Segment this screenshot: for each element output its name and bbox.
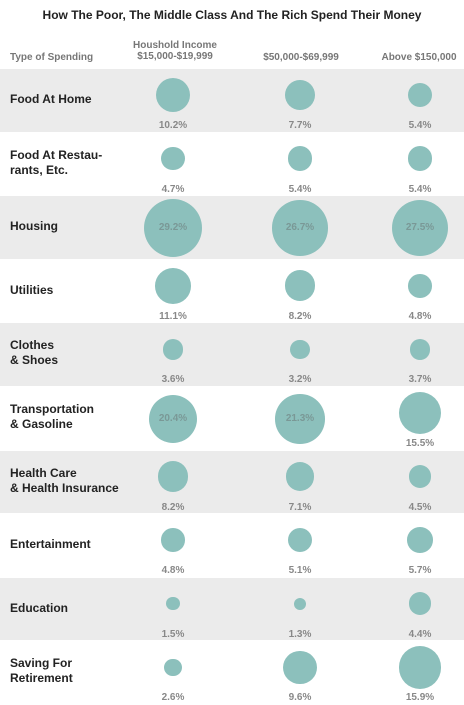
value-label: 3.7%: [408, 374, 432, 386]
category-label-transportation-gasoline: Transportation & Gasoline: [10, 401, 95, 431]
value-bubble: [408, 592, 432, 615]
table-row: Entertainment 4.8% 5.1% 5.7%: [0, 513, 464, 577]
column-header-high-income: Above $150,000: [381, 52, 457, 63]
category-label-food-at-restau-rants-etc: Food At Restau- rants, Etc.: [10, 147, 103, 177]
value-label: 7.1%: [288, 501, 312, 513]
spending-table: Food At Home 10.2% 7.7% 5.4% Food At Restau-…: [0, 68, 464, 704]
value-label: 7.7%: [288, 120, 312, 131]
column-header-middle-income: $50,000-$69,999: [263, 52, 339, 63]
category-label-entertainment: Entertainment: [10, 537, 91, 552]
value-label: 1.5%: [161, 628, 185, 640]
value-label: 11.1%: [159, 310, 187, 322]
value-bubble: [275, 394, 325, 444]
table-row: Health Care & Health Insurance 8.2% 7.1% 4.…: [0, 449, 464, 514]
value-label: 20.4%: [158, 412, 188, 424]
value-bubble: [407, 527, 433, 553]
value-bubble: [157, 461, 189, 492]
value-label: 4.5%: [408, 501, 432, 513]
category-label-food-at-home: Food At Home: [10, 92, 92, 106]
value-label: 4.4%: [408, 628, 432, 640]
value-bubble: [162, 339, 184, 360]
table-row: Saving For Retirement 2.6% 9.6% 15.9%: [0, 640, 464, 704]
value-label: 4.7%: [161, 183, 185, 195]
value-bubble: [409, 339, 431, 360]
table-row: Housing 29.2% 26.7% 27.5%: [0, 195, 464, 259]
value-bubble: [408, 465, 432, 488]
value-label: 27.5%: [405, 221, 435, 233]
category-label-housing: Housing: [10, 219, 58, 234]
table-row: Transportation & Gasoline 20.4% 21.3% 15.5%: [0, 385, 464, 450]
category-label-utilities: Utilities: [10, 282, 54, 297]
value-bubble: [284, 270, 316, 302]
value-bubble: [148, 394, 198, 443]
table-row: Clothes & Shoes 3.6% 3.2% 3.7%: [0, 322, 464, 386]
value-label: 1.3%: [288, 628, 312, 640]
value-bubble: [155, 77, 191, 113]
value-bubble: [398, 391, 442, 435]
table-row: Food At Restau- rants, Etc. 4.7% 5.4% 5.4%: [0, 131, 464, 196]
category-label-health-care-health-insurance: Health Care & Health Insurance: [10, 465, 119, 495]
category-label-education: Education: [10, 600, 69, 615]
value-bubble: [164, 658, 182, 676]
value-bubble: [155, 267, 191, 304]
value-bubble: [391, 199, 449, 257]
value-bubble: [272, 200, 328, 256]
value-label: 3.6%: [161, 374, 185, 386]
column-header-low-income: Houshold Income $15,000-$19,999: [133, 40, 217, 62]
value-label: 4.8%: [408, 310, 432, 322]
category-label-clothes-shoes: Clothes & Shoes: [10, 338, 59, 368]
value-label: 8.2%: [161, 501, 185, 513]
value-label: 3.2%: [288, 374, 312, 386]
value-label: 8.2%: [288, 310, 312, 322]
value-bubble: [408, 274, 432, 298]
value-bubble: [407, 146, 433, 172]
value-label: 15.5%: [405, 437, 435, 449]
value-bubble: [283, 650, 317, 684]
value-label: 10.2%: [158, 120, 188, 131]
value-label: 5.4%: [408, 120, 432, 131]
value-label: 26.7%: [285, 221, 315, 233]
value-bubble: [293, 597, 307, 610]
value-bubble: [144, 198, 202, 257]
value-bubble: [161, 528, 185, 552]
category-label-saving-for-retirement: Saving For Retirement: [10, 656, 73, 686]
table-row: Utilities 11.1% 8.2% 4.8%: [0, 258, 464, 323]
value-bubble: [166, 597, 180, 611]
value-bubble: [287, 146, 313, 172]
value-bubble: [285, 80, 315, 110]
value-label: 4.8%: [161, 565, 185, 577]
value-label: 15.9%: [405, 692, 435, 704]
value-label: 29.2%: [158, 221, 188, 233]
value-label: 5.4%: [288, 183, 312, 195]
table-row: Education 1.5% 1.3% 4.4%: [0, 576, 464, 641]
value-label: 5.4%: [408, 183, 432, 195]
value-label: 5.7%: [408, 565, 432, 577]
value-bubble: [285, 462, 315, 491]
value-bubble: [290, 339, 310, 359]
value-label: 9.6%: [288, 692, 312, 704]
value-label: 2.6%: [161, 692, 185, 704]
table-row: Food At Home 10.2% 7.7% 5.4%: [0, 68, 464, 132]
row-header-label: Type of Spending: [10, 52, 94, 63]
value-bubble: [287, 528, 313, 553]
value-label: 21.3%: [285, 412, 315, 424]
value-bubble: [407, 82, 433, 108]
value-bubble: [398, 645, 442, 689]
value-label: 5.1%: [288, 565, 312, 577]
chart-title: How The Poor, The Middle Class And The R…: [42, 8, 422, 22]
value-bubble: [161, 146, 185, 171]
